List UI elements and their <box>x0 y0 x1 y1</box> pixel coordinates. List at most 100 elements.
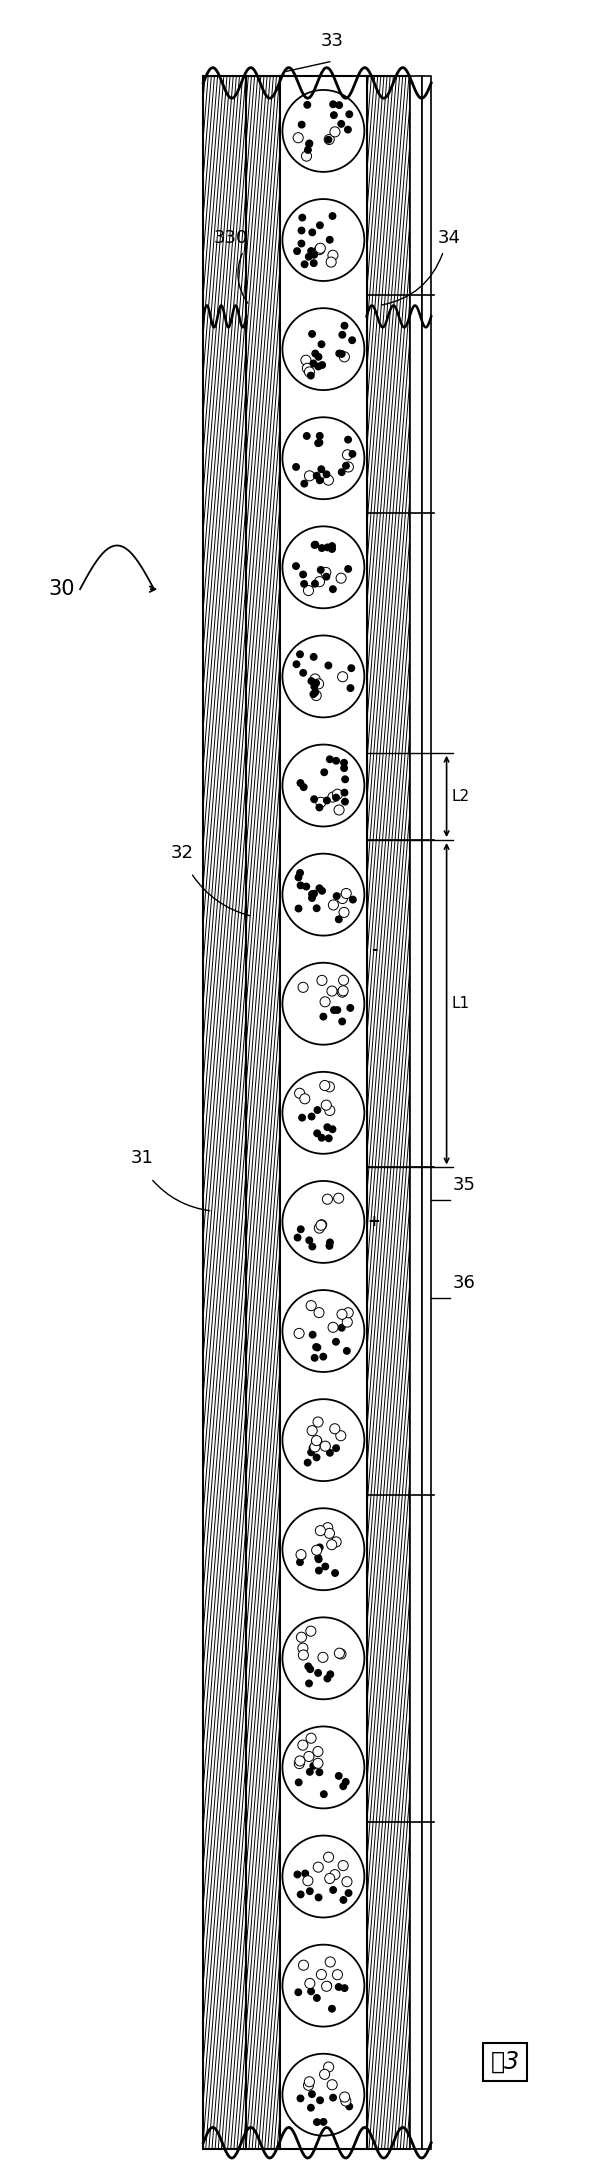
Ellipse shape <box>323 471 330 478</box>
Ellipse shape <box>339 2093 350 2101</box>
Ellipse shape <box>325 1957 335 1966</box>
Ellipse shape <box>341 766 347 772</box>
Ellipse shape <box>349 336 355 343</box>
Ellipse shape <box>347 1004 354 1010</box>
Ellipse shape <box>319 888 325 895</box>
Ellipse shape <box>338 1324 345 1331</box>
Ellipse shape <box>298 1739 308 1750</box>
Ellipse shape <box>316 886 323 892</box>
Ellipse shape <box>298 1650 309 1661</box>
Ellipse shape <box>303 884 309 890</box>
Text: -: - <box>371 943 377 956</box>
Ellipse shape <box>330 587 336 594</box>
Ellipse shape <box>326 236 333 242</box>
Ellipse shape <box>316 1770 323 1776</box>
Ellipse shape <box>294 1759 304 1770</box>
Ellipse shape <box>341 323 347 329</box>
Ellipse shape <box>338 469 345 476</box>
Ellipse shape <box>320 2119 326 2125</box>
Ellipse shape <box>297 871 303 877</box>
Ellipse shape <box>309 895 315 901</box>
Ellipse shape <box>331 111 337 118</box>
Ellipse shape <box>323 476 333 484</box>
Ellipse shape <box>314 906 320 912</box>
Ellipse shape <box>316 796 326 807</box>
Ellipse shape <box>302 1870 309 1877</box>
Ellipse shape <box>307 373 314 380</box>
Ellipse shape <box>326 1239 333 1246</box>
Ellipse shape <box>312 351 318 356</box>
Ellipse shape <box>298 1643 308 1654</box>
Ellipse shape <box>350 897 356 903</box>
Ellipse shape <box>322 1194 333 1204</box>
Ellipse shape <box>317 1545 323 1551</box>
Ellipse shape <box>342 777 349 783</box>
Ellipse shape <box>334 1006 341 1012</box>
Ellipse shape <box>341 888 351 899</box>
Ellipse shape <box>314 1994 320 2001</box>
Ellipse shape <box>293 563 299 570</box>
Ellipse shape <box>328 251 338 260</box>
Ellipse shape <box>308 1988 314 1994</box>
Ellipse shape <box>314 1130 320 1137</box>
Ellipse shape <box>323 796 330 803</box>
Ellipse shape <box>342 449 352 460</box>
Ellipse shape <box>311 796 317 803</box>
Ellipse shape <box>333 1338 339 1344</box>
Ellipse shape <box>324 135 334 144</box>
Ellipse shape <box>341 2097 351 2106</box>
Ellipse shape <box>324 1124 331 1130</box>
Ellipse shape <box>283 1508 365 1591</box>
Ellipse shape <box>320 997 330 1006</box>
Ellipse shape <box>318 467 325 473</box>
Ellipse shape <box>324 543 331 550</box>
Ellipse shape <box>339 975 349 986</box>
Ellipse shape <box>314 1224 325 1233</box>
Ellipse shape <box>333 757 339 764</box>
Ellipse shape <box>304 1460 311 1466</box>
Ellipse shape <box>323 2062 334 2073</box>
Ellipse shape <box>304 367 315 377</box>
Ellipse shape <box>307 1887 313 1894</box>
Ellipse shape <box>313 1416 323 1427</box>
Ellipse shape <box>308 679 315 685</box>
Ellipse shape <box>317 567 324 574</box>
Ellipse shape <box>314 1307 324 1318</box>
Ellipse shape <box>306 1680 312 1687</box>
Text: +: + <box>368 1215 380 1228</box>
Ellipse shape <box>345 436 351 443</box>
Ellipse shape <box>312 541 318 548</box>
Ellipse shape <box>315 353 322 360</box>
Text: L1: L1 <box>452 997 469 1010</box>
Ellipse shape <box>308 249 314 255</box>
Ellipse shape <box>339 908 349 916</box>
Ellipse shape <box>327 2079 337 2090</box>
Ellipse shape <box>283 1071 365 1154</box>
Text: 330: 330 <box>214 229 248 247</box>
Ellipse shape <box>317 1222 323 1228</box>
Ellipse shape <box>329 1126 336 1132</box>
Ellipse shape <box>321 1100 331 1111</box>
Ellipse shape <box>331 1006 337 1012</box>
Ellipse shape <box>293 465 299 469</box>
Ellipse shape <box>325 1981 331 1988</box>
Ellipse shape <box>326 1540 337 1549</box>
Ellipse shape <box>314 473 320 478</box>
Ellipse shape <box>305 146 311 153</box>
Ellipse shape <box>328 899 338 910</box>
Ellipse shape <box>348 666 355 672</box>
Ellipse shape <box>298 122 305 129</box>
Ellipse shape <box>295 1990 302 1997</box>
Ellipse shape <box>298 882 304 888</box>
Bar <box>246 76 280 2149</box>
Ellipse shape <box>349 452 355 458</box>
Ellipse shape <box>310 674 320 683</box>
Ellipse shape <box>344 1348 350 1355</box>
Ellipse shape <box>306 140 312 146</box>
Ellipse shape <box>325 1135 332 1141</box>
Ellipse shape <box>314 1106 321 1113</box>
Ellipse shape <box>313 1746 323 1757</box>
Ellipse shape <box>334 805 344 816</box>
Ellipse shape <box>310 655 317 661</box>
Ellipse shape <box>323 1523 333 1532</box>
